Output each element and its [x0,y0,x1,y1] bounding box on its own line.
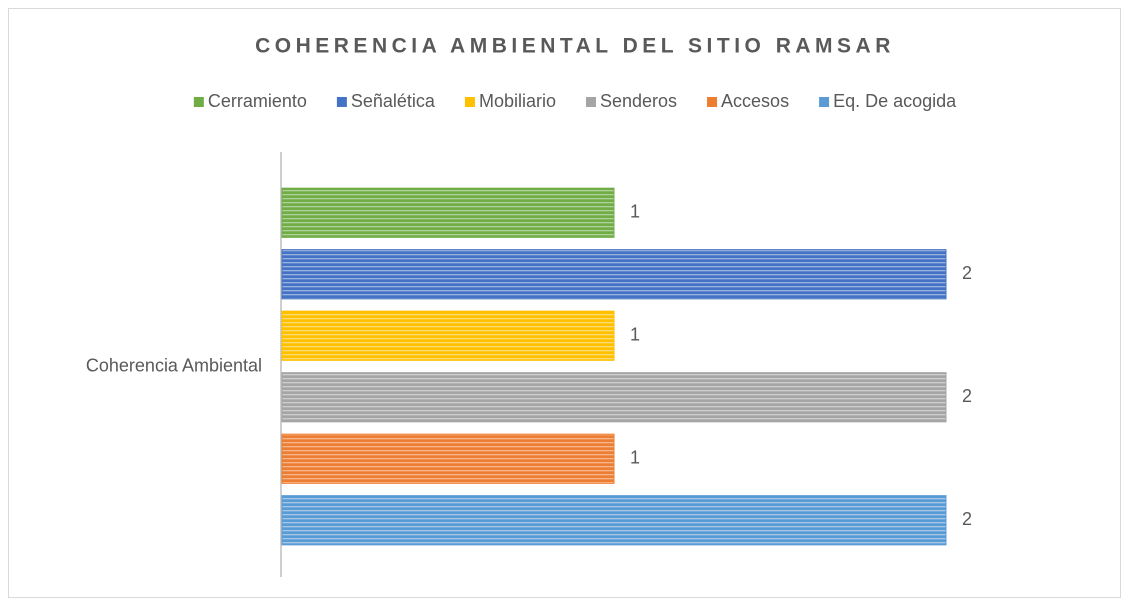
bar [281,372,947,423]
bar [281,310,615,361]
legend-item: Senderos [585,91,677,111]
legend-item: Eq. De acogida [819,91,957,111]
bar [281,495,947,546]
legend-item: Accesos [707,91,789,111]
legend-marker [336,97,347,107]
legend-marker [193,97,204,107]
legend-item: Cerramiento [193,91,307,111]
chart-title: COHERENCIA AMBIENTAL DEL SITIO RAMSAR [255,35,895,58]
data-label: 2 [962,386,972,406]
legend-item: Mobiliario [464,91,556,111]
legend-marker [707,97,718,107]
legend-item: Señalética [336,91,436,111]
data-label: 1 [630,325,640,345]
y-tick-label: Coherencia Ambiental [86,355,262,375]
data-label: 1 [630,202,640,222]
data-label: 2 [962,509,972,529]
legend-marker [464,97,475,107]
legend-label: Senderos [600,91,677,111]
data-label: 2 [962,263,972,283]
legend-label: Señalética [351,91,436,111]
legend-marker [819,97,830,107]
bar [281,187,615,238]
legend-label: Accesos [721,91,789,111]
data-label: 1 [630,448,640,468]
legend-label: Mobiliario [479,91,556,111]
legend-marker [585,97,596,107]
legend-label: Eq. De acogida [833,91,957,111]
legend-label: Cerramiento [208,91,307,111]
bar [281,433,615,484]
bar [281,249,947,300]
